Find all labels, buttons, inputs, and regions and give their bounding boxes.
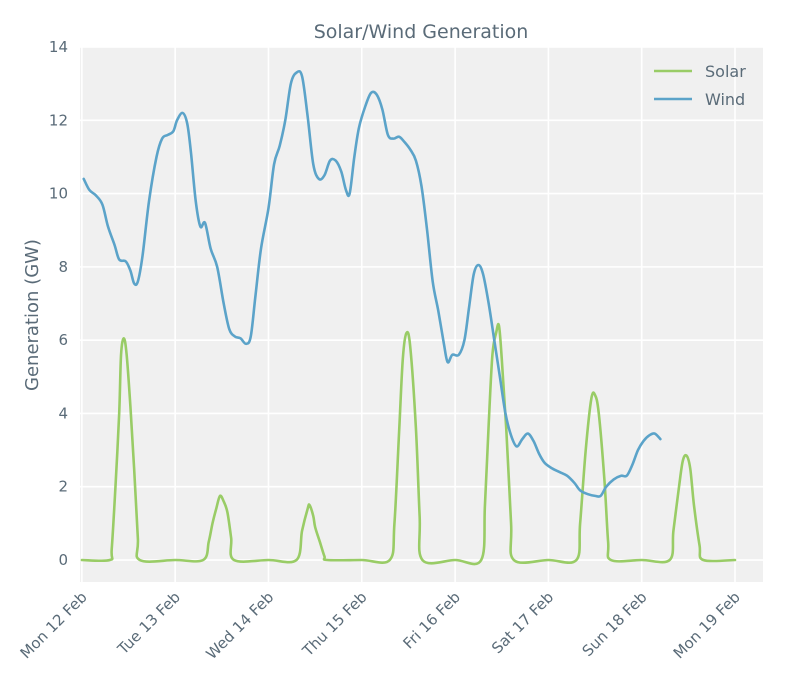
- legend-label-solar: Solar: [705, 62, 746, 81]
- y-tick-label: 0: [58, 551, 68, 569]
- x-tick-label: Thu 15 Feb: [298, 588, 370, 660]
- solar-series-line: [80, 322, 737, 566]
- y-tick-label: 10: [49, 185, 68, 203]
- wind-series-line: [82, 69, 662, 498]
- x-tick-label: Fri 16 Feb: [400, 588, 464, 652]
- y-axis-label: Generation (GW): [22, 239, 43, 391]
- series-group: [80, 69, 737, 566]
- x-tick-label: Sun 18 Feb: [579, 588, 651, 660]
- plot-background: [80, 47, 763, 582]
- y-tick-label: 6: [58, 331, 68, 349]
- x-ticks: Mon 12 Feb Tue 13 Feb Wed 14 Feb Thu 15 Feb…: [17, 588, 744, 663]
- x-tick-label: Mon 12 Feb: [17, 588, 91, 662]
- y-tick-label: 4: [58, 404, 68, 422]
- y-tick-label: 2: [58, 478, 68, 496]
- x-tick-label: Tue 13 Feb: [113, 588, 184, 659]
- y-ticks: 0 2 4 6 8 10 12 14: [49, 38, 68, 569]
- y-tick-label: 8: [58, 258, 68, 276]
- legend-label-wind: Wind: [705, 90, 745, 109]
- chart-title: Solar/Wind Generation: [314, 21, 529, 43]
- x-tick-label: Sat 17 Feb: [488, 588, 557, 657]
- x-tick-label: Wed 14 Feb: [202, 588, 277, 663]
- y-tick-label: 14: [49, 38, 68, 56]
- y-tick-label: 12: [49, 111, 68, 129]
- legend: Solar Wind: [654, 62, 746, 109]
- x-tick-label: Mon 19 Feb: [670, 588, 744, 662]
